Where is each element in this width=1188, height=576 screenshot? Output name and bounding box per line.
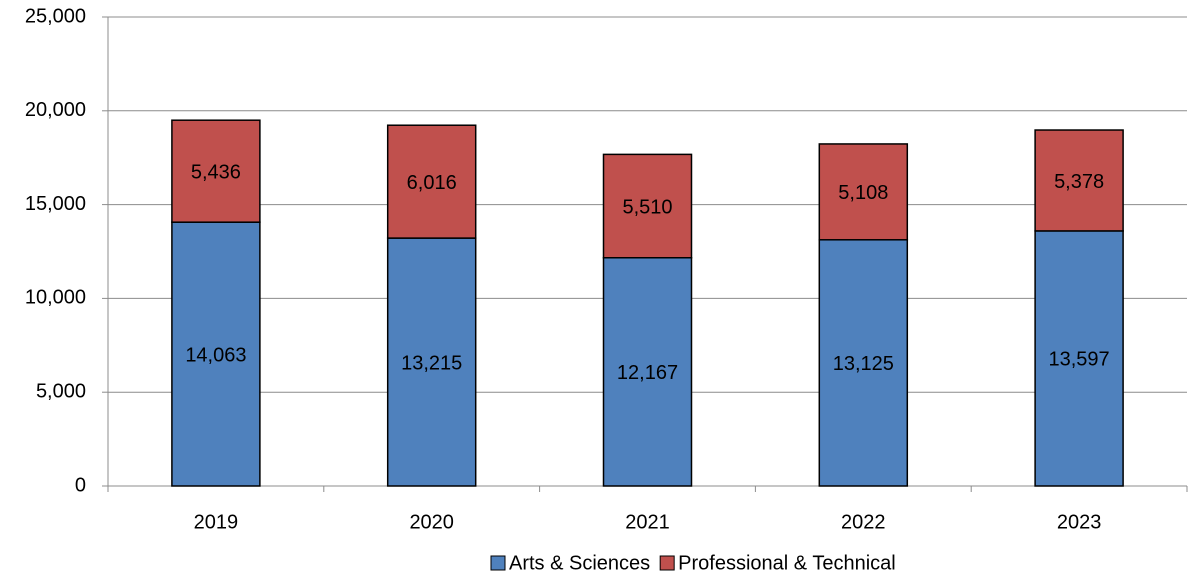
y-tick-label: 0 xyxy=(75,474,86,496)
bar-segment xyxy=(386,124,477,239)
x-tick-label: 2023 xyxy=(1057,511,1102,533)
data-label: 13,125 xyxy=(833,353,894,375)
bar-segment xyxy=(1034,230,1124,487)
bar-segment xyxy=(1034,129,1124,232)
data-label: 5,436 xyxy=(191,161,241,183)
legend-swatch xyxy=(490,555,506,571)
data-label: 13,215 xyxy=(401,352,462,374)
data-label: 13,597 xyxy=(1049,349,1110,371)
y-tick-label: 25,000 xyxy=(25,5,86,27)
data-label: 5,378 xyxy=(1054,171,1104,193)
x-tick-label: 2022 xyxy=(841,511,886,533)
bar-segment xyxy=(386,237,477,487)
bar-segment xyxy=(602,153,693,259)
bar-segment xyxy=(171,119,261,223)
x-tick-label: 2020 xyxy=(409,511,454,533)
bar-segment xyxy=(818,143,909,241)
data-label: 6,016 xyxy=(407,172,457,194)
legend-label: Arts & Sciences xyxy=(509,552,650,574)
legend-label: Professional & Technical xyxy=(678,552,896,574)
y-tick-label: 10,000 xyxy=(25,287,86,309)
data-label: 5,510 xyxy=(622,196,672,218)
bar-segment xyxy=(818,239,909,487)
legend-swatch xyxy=(659,555,675,571)
y-tick-label: 15,000 xyxy=(25,193,86,215)
data-label: 5,108 xyxy=(838,182,888,204)
data-label: 14,063 xyxy=(185,344,246,366)
bar-segment xyxy=(602,256,693,487)
y-tick-label: 20,000 xyxy=(25,99,86,121)
y-tick-label: 5,000 xyxy=(36,380,86,402)
x-tick-label: 2019 xyxy=(194,511,239,533)
data-label: 12,167 xyxy=(617,362,678,384)
x-tick-label: 2021 xyxy=(625,511,670,533)
